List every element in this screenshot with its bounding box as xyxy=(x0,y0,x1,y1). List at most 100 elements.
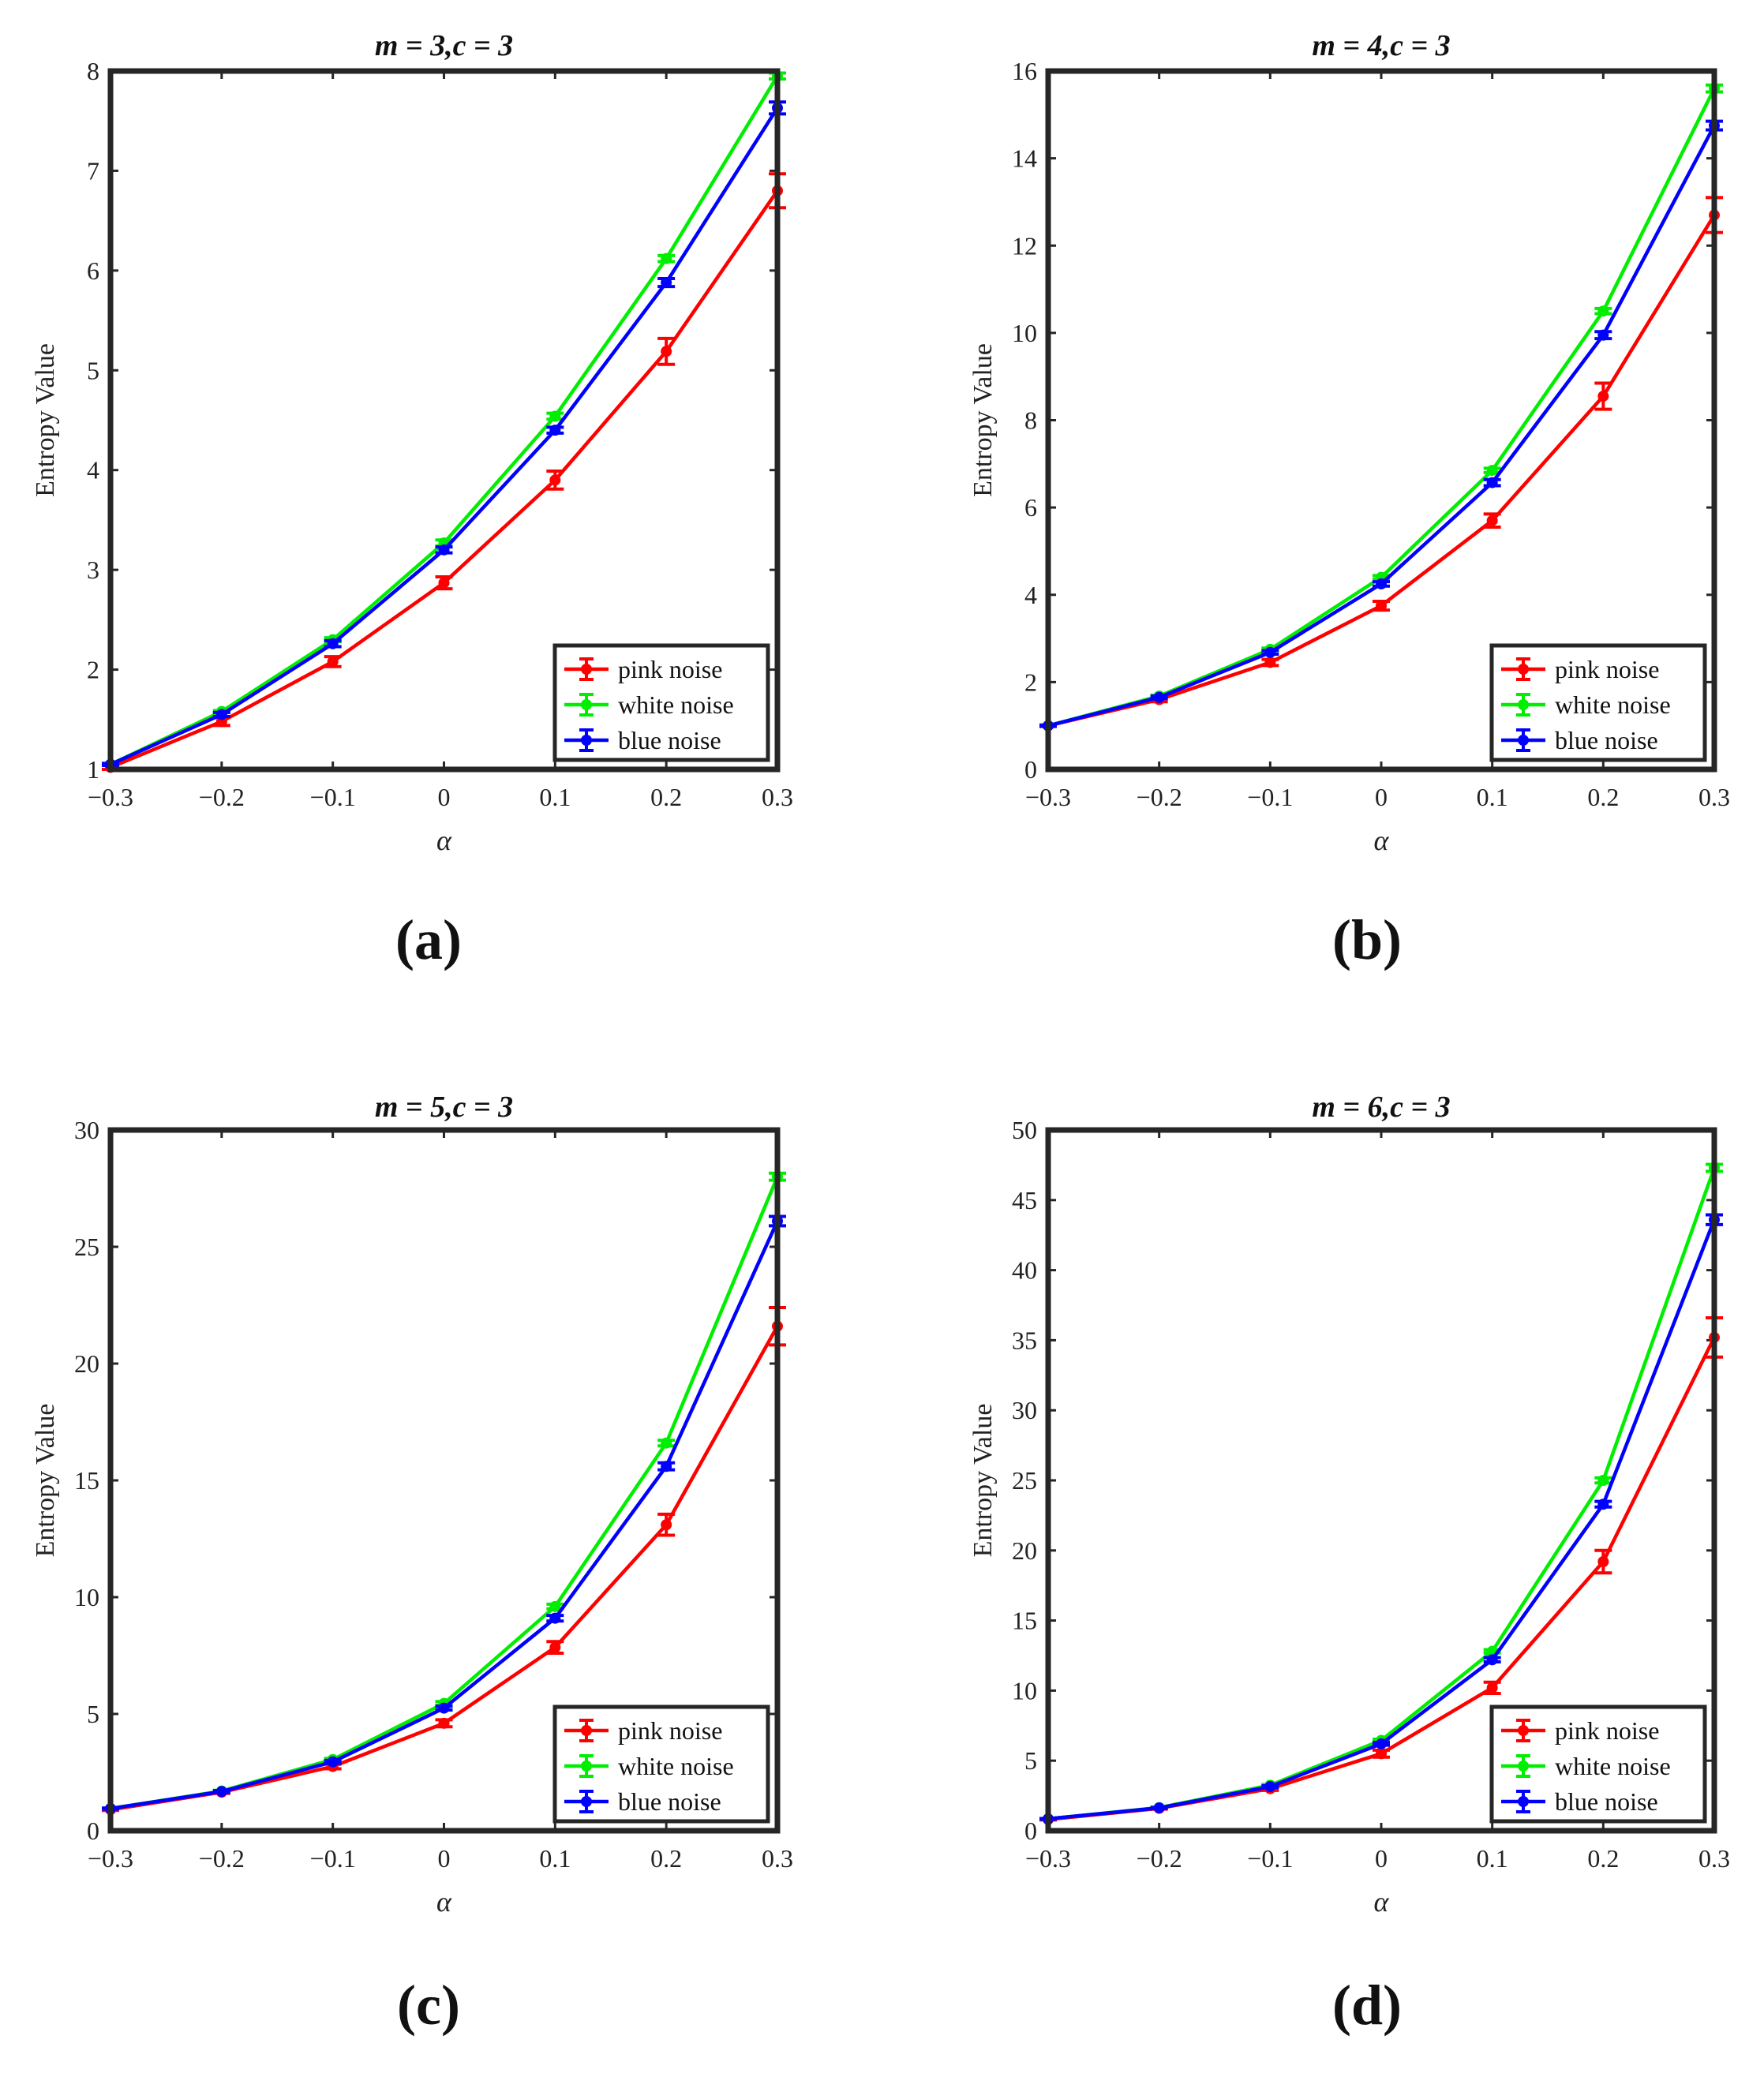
axes-frame xyxy=(107,68,781,773)
legend-label: white noise xyxy=(1555,1752,1671,1780)
data-point xyxy=(1597,1475,1609,1486)
legend-label: white noise xyxy=(618,690,734,719)
y-tick-label: 40 xyxy=(1012,1256,1037,1285)
data-point xyxy=(549,1641,561,1653)
y-axis-label: Entropy Value xyxy=(31,343,60,497)
data-point xyxy=(549,410,561,422)
x-tick-label: 0 xyxy=(438,783,451,811)
x-axis-label: α xyxy=(1374,825,1390,856)
legend-swatch-marker xyxy=(581,735,592,746)
data-point xyxy=(661,1519,672,1531)
x-axis-label: α xyxy=(1374,1886,1390,1918)
data-point xyxy=(549,425,561,436)
x-tick-label: 0.3 xyxy=(1698,1844,1730,1873)
data-point xyxy=(215,709,227,720)
x-tick-label: −0.3 xyxy=(1025,1844,1071,1873)
legend-label: pink noise xyxy=(618,655,722,683)
x-tick-label: 0.3 xyxy=(762,1844,793,1873)
axes-frame xyxy=(1045,68,1717,773)
x-axis-label: α xyxy=(436,825,452,856)
data-point xyxy=(327,656,339,668)
data-point xyxy=(438,544,450,556)
legend-swatch-marker xyxy=(1518,1796,1529,1807)
legend-swatch-marker xyxy=(581,1796,592,1807)
legend-label: pink noise xyxy=(618,1716,722,1745)
panel-caption: (d) xyxy=(1332,1974,1402,2037)
data-point xyxy=(661,346,672,357)
y-tick-label: 5 xyxy=(87,356,99,384)
data-point xyxy=(661,1437,672,1449)
series-line xyxy=(1047,88,1717,728)
chart-title: m = 6,c = 3 xyxy=(1312,1091,1450,1124)
data-point xyxy=(661,277,672,289)
x-tick-label: 0.3 xyxy=(1698,783,1730,811)
x-tick-label: −0.1 xyxy=(1247,1844,1293,1873)
data-point xyxy=(1264,646,1276,658)
legend-label: white noise xyxy=(1555,690,1671,719)
x-tick-label: 0 xyxy=(438,1844,451,1873)
x-tick-label: −0.2 xyxy=(199,1844,245,1873)
y-tick-label: 0 xyxy=(87,1817,99,1845)
y-tick-label: 4 xyxy=(1024,581,1037,609)
data-point xyxy=(1376,1748,1387,1760)
data-point xyxy=(1264,657,1276,668)
series-pink-noise xyxy=(102,172,786,773)
series-blue-noise xyxy=(1039,119,1723,732)
legend-label: white noise xyxy=(618,1752,734,1780)
legend: pink noise white noise blue noise xyxy=(1489,643,1707,762)
y-axis-label: Entropy Value xyxy=(31,1404,60,1558)
legend-label: pink noise xyxy=(1555,1716,1659,1745)
y-tick-label: 16 xyxy=(1012,57,1037,85)
data-point xyxy=(1597,1499,1609,1510)
x-tick-label: −0.3 xyxy=(88,1844,133,1873)
x-tick-label: 0.1 xyxy=(539,1844,571,1873)
legend: pink noise white noise blue noise xyxy=(552,643,770,762)
x-tick-label: −0.2 xyxy=(199,783,245,811)
y-tick-label: 2 xyxy=(1024,668,1037,696)
data-point xyxy=(215,1786,227,1798)
y-tick-label: 10 xyxy=(74,1583,99,1611)
legend-swatch-marker xyxy=(1518,664,1529,675)
data-point xyxy=(438,577,450,589)
legend: pink noise white noise blue noise xyxy=(1489,1704,1707,1824)
chart-panel-c: m = 5,c = 3 0 5 10 15 20 25 30 −0.3 −0.2 −0.1 0 0.1 0… xyxy=(31,1091,793,2037)
y-tick-label: 12 xyxy=(1012,231,1037,260)
series-line xyxy=(1047,125,1716,728)
y-tick-label: 4 xyxy=(87,456,99,485)
data-point xyxy=(1486,477,1498,488)
x-tick-label: −0.3 xyxy=(88,783,133,811)
x-tick-label: 0 xyxy=(1375,783,1388,811)
chart-title: m = 5,c = 3 xyxy=(375,1091,513,1124)
chart-panel-a: m = 3,c = 3 1 2 3 4 5 6 7 8 −0.3 −0.2 −0.1 0 0.1 0.2 0.… xyxy=(31,29,793,971)
x-axis-label: α xyxy=(436,1886,452,1918)
data-point xyxy=(1376,578,1387,589)
x-tick-label: 0.2 xyxy=(650,783,682,811)
legend-label: blue noise xyxy=(1555,1787,1658,1816)
y-tick-label: 25 xyxy=(74,1233,99,1261)
x-tick-label: 0.1 xyxy=(1477,1844,1508,1873)
legend-swatch-marker xyxy=(1518,1725,1529,1736)
data-point xyxy=(549,1612,561,1624)
legend-swatch-marker xyxy=(1518,735,1529,746)
legend-label: blue noise xyxy=(618,726,721,754)
y-tick-label: 20 xyxy=(74,1349,99,1378)
data-point xyxy=(438,1717,450,1729)
y-tick-label: 15 xyxy=(1012,1607,1037,1635)
series-blue-noise xyxy=(102,100,786,770)
axes-frame xyxy=(107,1127,781,1834)
x-tick-label: 0.2 xyxy=(1587,1844,1619,1873)
legend-swatch-marker xyxy=(581,664,592,675)
y-tick-label: 0 xyxy=(1024,1817,1037,1845)
y-tick-label: 10 xyxy=(1012,1676,1037,1704)
data-point xyxy=(1376,1738,1387,1749)
x-tick-label: −0.2 xyxy=(1137,1844,1182,1873)
y-tick-label: 0 xyxy=(1024,755,1037,784)
data-point xyxy=(1153,691,1165,703)
panel-caption: (c) xyxy=(397,1974,460,2037)
y-tick-label: 20 xyxy=(1012,1536,1037,1565)
y-tick-label: 8 xyxy=(1024,406,1037,435)
y-tick-label: 35 xyxy=(1012,1326,1037,1354)
legend-swatch-marker xyxy=(581,1725,592,1736)
